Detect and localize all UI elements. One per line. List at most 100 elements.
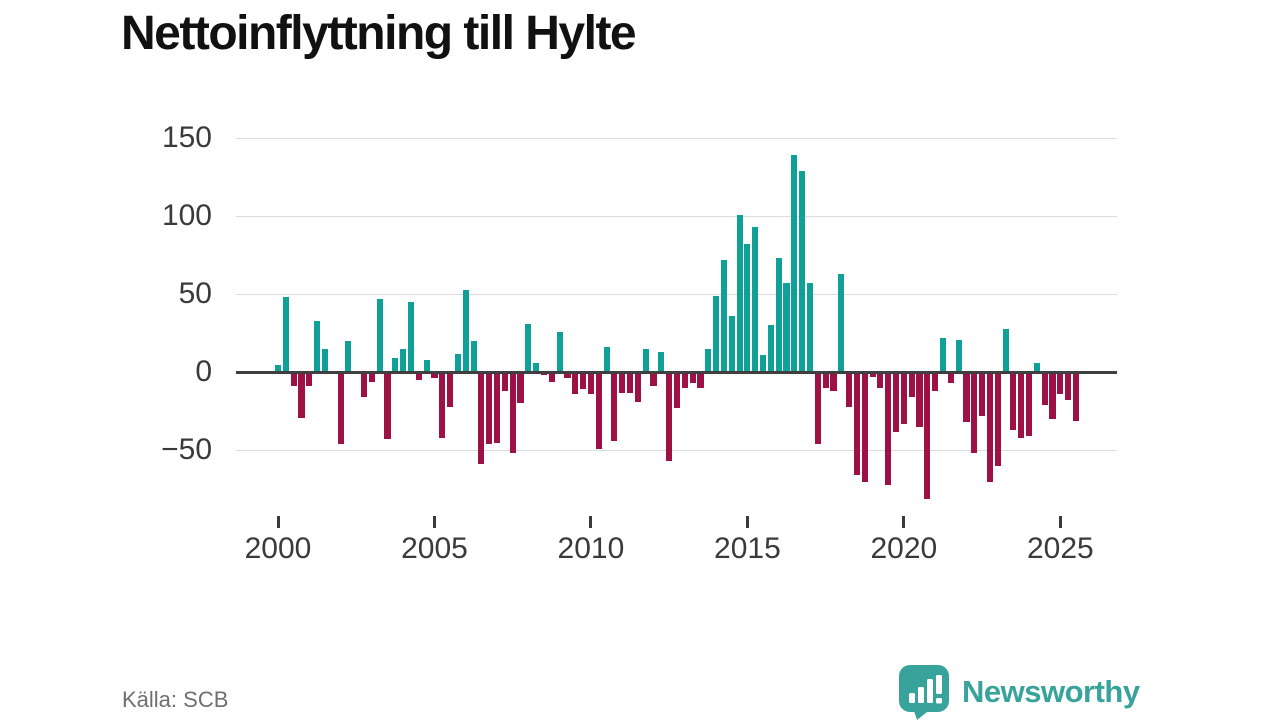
bar-negative (1025, 372, 1033, 437)
y-gridline (236, 137, 1117, 139)
bar-positive (728, 316, 735, 373)
newsworthy-logo-text: Newsworthy (962, 674, 1140, 709)
bar-negative (619, 372, 626, 393)
bar-negative (290, 372, 297, 387)
bar-negative (892, 372, 900, 432)
bar-positive (806, 283, 814, 373)
bar-positive (783, 283, 790, 373)
bar-positive (392, 358, 399, 373)
bar-positive (658, 352, 665, 373)
x-axis-label: 2010 (557, 532, 625, 565)
bar-positive (321, 348, 328, 373)
bar-positive (603, 347, 610, 373)
bar-negative (415, 372, 422, 381)
bar-negative (924, 372, 931, 499)
bar-negative (885, 372, 892, 485)
bar-positive (955, 339, 962, 373)
bar-negative (1065, 372, 1072, 401)
bar-positive (470, 341, 477, 373)
bar-negative (666, 372, 673, 462)
x-axis-label: 2005 (401, 532, 468, 565)
bar-positive (376, 298, 383, 373)
x-axis-tick (276, 516, 280, 528)
newsworthy-logo-icon (899, 665, 949, 720)
bar-positive (533, 362, 540, 373)
bar-positive (282, 297, 289, 373)
bar-negative (814, 372, 821, 445)
bar-negative (986, 372, 993, 482)
bar-negative (627, 372, 634, 393)
source-attribution: Källa: SCB (122, 687, 229, 712)
bar-positive (799, 170, 806, 373)
bar-positive (775, 258, 782, 373)
bar-negative (494, 372, 501, 443)
x-axis-label: 2020 (870, 532, 938, 565)
bar-negative (689, 372, 696, 384)
bar-positive (400, 348, 407, 373)
x-axis-label: 2025 (1026, 532, 1094, 565)
bar-positive (736, 214, 743, 373)
chart-title: Nettoinflyttning till Hylte (121, 7, 637, 60)
bar-negative (822, 372, 829, 388)
bar-positive (720, 259, 727, 373)
bar-negative (971, 372, 978, 454)
y-axis-label: 150 (161, 121, 212, 155)
bar-negative (509, 372, 516, 454)
bar-negative (501, 372, 508, 391)
bar-negative (384, 372, 391, 440)
bar-negative (994, 372, 1001, 466)
y-axis-label: 0 (195, 355, 212, 389)
bar-negative (517, 372, 524, 404)
bar-negative (1072, 372, 1080, 421)
x-axis-tick (902, 516, 906, 528)
bar-negative (478, 372, 485, 465)
bar-positive (939, 337, 947, 373)
bar-negative (486, 372, 493, 445)
bar-positive (642, 348, 649, 373)
y-gridline (236, 293, 1117, 295)
bar-negative (611, 372, 618, 441)
bar-negative (869, 372, 876, 377)
bar-negative (298, 372, 305, 418)
bar-negative (564, 372, 571, 379)
y-axis-label: 50 (178, 277, 212, 311)
bar-negative (1041, 372, 1048, 406)
x-axis-tick (1058, 516, 1062, 528)
bar-positive (407, 302, 415, 373)
bar-negative (1049, 372, 1056, 420)
bar-positive (423, 359, 430, 373)
bar-negative (361, 372, 368, 398)
bar-negative (1057, 372, 1064, 395)
bar-negative (908, 372, 915, 398)
newsworthy-logo: Newsworthy (898, 664, 1140, 720)
bar-positive (274, 364, 282, 373)
bar-negative (830, 372, 837, 391)
bar-negative (673, 372, 681, 409)
bar-negative (963, 372, 970, 423)
bar-positive (767, 325, 774, 373)
bar-positive (1033, 362, 1040, 373)
bar-positive (752, 227, 759, 373)
bar-negative (572, 372, 579, 395)
x-axis-label: 2000 (244, 532, 312, 565)
bar-negative (681, 372, 688, 388)
bar-negative (916, 372, 923, 427)
bar-negative (431, 372, 438, 379)
bar-negative (548, 372, 555, 382)
bar-negative (1010, 372, 1017, 431)
bar-negative (580, 372, 587, 390)
y-gridline (236, 215, 1117, 217)
bar-positive (462, 289, 469, 373)
bar-positive (345, 341, 352, 373)
bar-positive (314, 320, 321, 373)
bar-negative (447, 372, 454, 407)
bar-positive (1002, 328, 1009, 373)
bar-positive (791, 155, 798, 373)
x-axis-label: 2015 (714, 532, 781, 565)
bar-positive (744, 244, 751, 373)
bar-negative (337, 372, 344, 445)
bar-negative (697, 372, 704, 388)
bar-negative (900, 372, 907, 424)
